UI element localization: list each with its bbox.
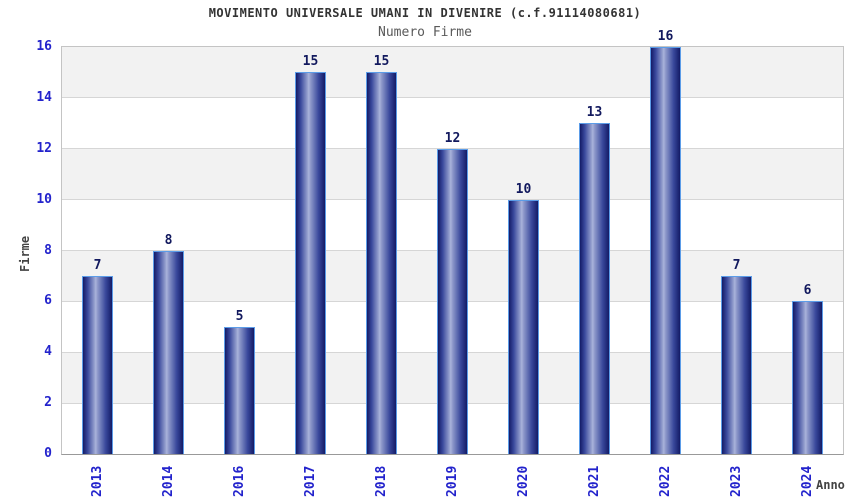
bar [437, 148, 468, 454]
bar-value-label: 6 [803, 283, 812, 299]
x-axis-tick-label: 2023 [728, 465, 744, 497]
gridline [62, 97, 843, 99]
bar [579, 123, 610, 454]
y-axis-tick-label: 4 [44, 344, 52, 360]
chart-subtitle: Numero Firme [378, 25, 472, 40]
x-axis-tick-label: 2022 [657, 465, 673, 497]
x-axis-tick-label: 2013 [89, 465, 105, 497]
bar [792, 301, 823, 454]
bar [366, 72, 397, 454]
bar [295, 72, 326, 454]
x-axis-tick-label: 2016 [231, 465, 247, 497]
bar-value-label: 10 [515, 181, 532, 197]
bar-value-label: 8 [164, 232, 173, 248]
x-axis-tick-label: 2017 [302, 465, 318, 497]
bar [82, 275, 113, 454]
x-axis-tick-label: 2019 [444, 465, 460, 497]
bar-value-label: 16 [657, 29, 674, 44]
x-axis-tick-label: 2024 [799, 465, 815, 497]
bar-value-label: 5 [235, 308, 244, 324]
bar-value-label: 7 [732, 257, 741, 273]
bar [650, 47, 681, 454]
bar-value-label: 7 [93, 257, 102, 273]
x-axis-tick-label: 2018 [373, 465, 389, 497]
chart-title: MOVIMENTO UNIVERSALE UMANI IN DIVENIRE (… [208, 6, 642, 20]
bar-value-label: 13 [586, 105, 603, 121]
bar-value-label: 12 [444, 130, 461, 146]
bar-value-label: 15 [373, 54, 390, 70]
x-axis-tick-label: 2020 [515, 465, 531, 497]
x-axis-tick-label: 2014 [160, 465, 176, 497]
y-axis-tick-label: 10 [36, 191, 52, 207]
bar-value-label: 15 [302, 54, 319, 70]
plot-area [61, 46, 844, 455]
y-axis-tick-label: 8 [44, 242, 52, 258]
x-axis-tick-label: 2021 [586, 465, 602, 497]
x-axis-title: Anno [816, 478, 845, 492]
bar [224, 326, 255, 454]
bar [153, 250, 184, 454]
y-axis-tick-label: 12 [36, 140, 52, 156]
y-axis-title: Firme [18, 235, 32, 272]
bar [508, 199, 539, 454]
y-axis-tick-label: 16 [36, 39, 52, 54]
bar [721, 275, 752, 454]
plot-band [62, 47, 843, 98]
y-axis-tick-label: 0 [44, 446, 52, 461]
y-axis-tick-label: 6 [44, 293, 52, 309]
y-axis-tick-label: 14 [36, 89, 52, 105]
y-axis-tick-label: 2 [44, 395, 52, 411]
